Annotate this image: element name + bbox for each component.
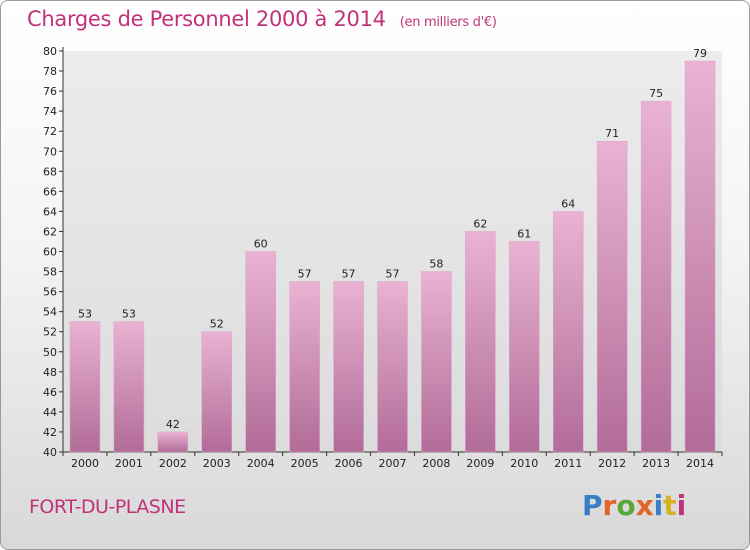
y-tick-label: 48 [43,366,57,379]
y-tick-label: 52 [43,326,57,339]
y-tick-label: 46 [43,386,57,399]
y-tick-label: 44 [43,406,57,419]
data-label: 42 [166,418,180,431]
data-label: 62 [473,217,487,230]
data-label: 75 [649,87,663,100]
bar [333,281,364,453]
data-label: 79 [693,47,707,60]
x-tick-label: 2006 [335,457,363,470]
y-tick-label: 76 [43,85,57,98]
y-tick-label: 78 [43,65,57,78]
logo-letter: r [602,489,617,522]
data-label: 57 [342,268,356,281]
x-tick-label: 2002 [159,457,187,470]
bar [377,281,408,453]
bar [684,60,716,453]
y-tick-label: 58 [43,266,57,279]
y-tick-label: 60 [43,246,57,259]
y-tick-label: 62 [43,225,57,238]
logo-letter: t [663,489,677,522]
chart-subtitle: (en milliers d'€) [399,15,497,30]
x-tick-label: 2009 [466,457,494,470]
x-tick-label: 2004 [247,457,275,470]
bars [69,60,716,453]
bar [245,251,276,453]
x-tick-label: 2012 [598,457,626,470]
bar [201,331,233,453]
y-tick-label: 68 [43,165,57,178]
bar [69,321,101,453]
bar [640,100,672,453]
data-label: 57 [298,268,312,281]
data-label: 58 [429,258,443,271]
x-tick-label: 2013 [642,457,670,470]
x-tick-label: 2001 [115,457,143,470]
bar [157,431,189,453]
x-tick-label: 2014 [686,457,714,470]
bar [113,321,145,453]
x-tick-label: 2011 [554,457,582,470]
y-tick-label: 42 [43,426,57,439]
x-tick-label: 2010 [510,457,538,470]
y-tick-label: 56 [43,286,57,299]
y-tick-label: 66 [43,185,57,198]
bar [421,271,452,453]
y-tick-label: 54 [43,306,57,319]
bar [596,140,628,453]
y-tick-label: 70 [43,145,57,158]
proxiti-logo: Proxiti [582,489,686,522]
place-name: FORT-DU-PLASNE [29,496,186,518]
y-tick-label: 72 [43,125,57,138]
bar [465,231,496,453]
x-tick-label: 2008 [422,457,450,470]
y-tick-label: 74 [43,105,57,118]
data-label: 53 [122,308,136,321]
y-axis: 40 42 44 46 48 50 52 54 56 58 60 62 64 66 68 70 72 74 76 78… [43,45,64,459]
y-tick-label: 64 [43,205,57,218]
bar [289,281,320,453]
y-tick-label: 50 [43,346,57,359]
x-axis: 2000 2001 2002 2003 2004 2005 2006 2007 2008 2009… [62,451,723,470]
y-tick-label: 80 [43,45,57,58]
x-tick-label: 2005 [291,457,319,470]
data-labels: 53 53 42 52 60 57 57 57 58 62 61 64 71 75 79 [78,47,707,431]
chart-title-text: Charges de Personnel 2000 à 2014 [27,7,386,31]
x-tick-label: 2007 [379,457,407,470]
data-label: 71 [605,127,619,140]
data-label: 53 [78,308,92,321]
x-tick-label: 2003 [203,457,231,470]
logo-letter: o [616,489,636,522]
y-tick-label: 40 [43,446,57,459]
logo-letter: i [676,489,687,522]
data-label: 57 [386,268,400,281]
data-label: 60 [254,238,268,251]
bar [552,211,584,453]
bar [509,241,540,453]
data-label: 61 [517,227,531,240]
data-label: 64 [561,197,575,210]
logo-letter: x [635,489,654,522]
logo-letter: i [653,489,664,522]
logo-letter: P [582,489,603,522]
data-label: 52 [210,318,224,331]
x-tick-label: 2000 [71,457,99,470]
chart-title: Charges de Personnel 2000 à 2014 (en mill… [27,7,497,31]
